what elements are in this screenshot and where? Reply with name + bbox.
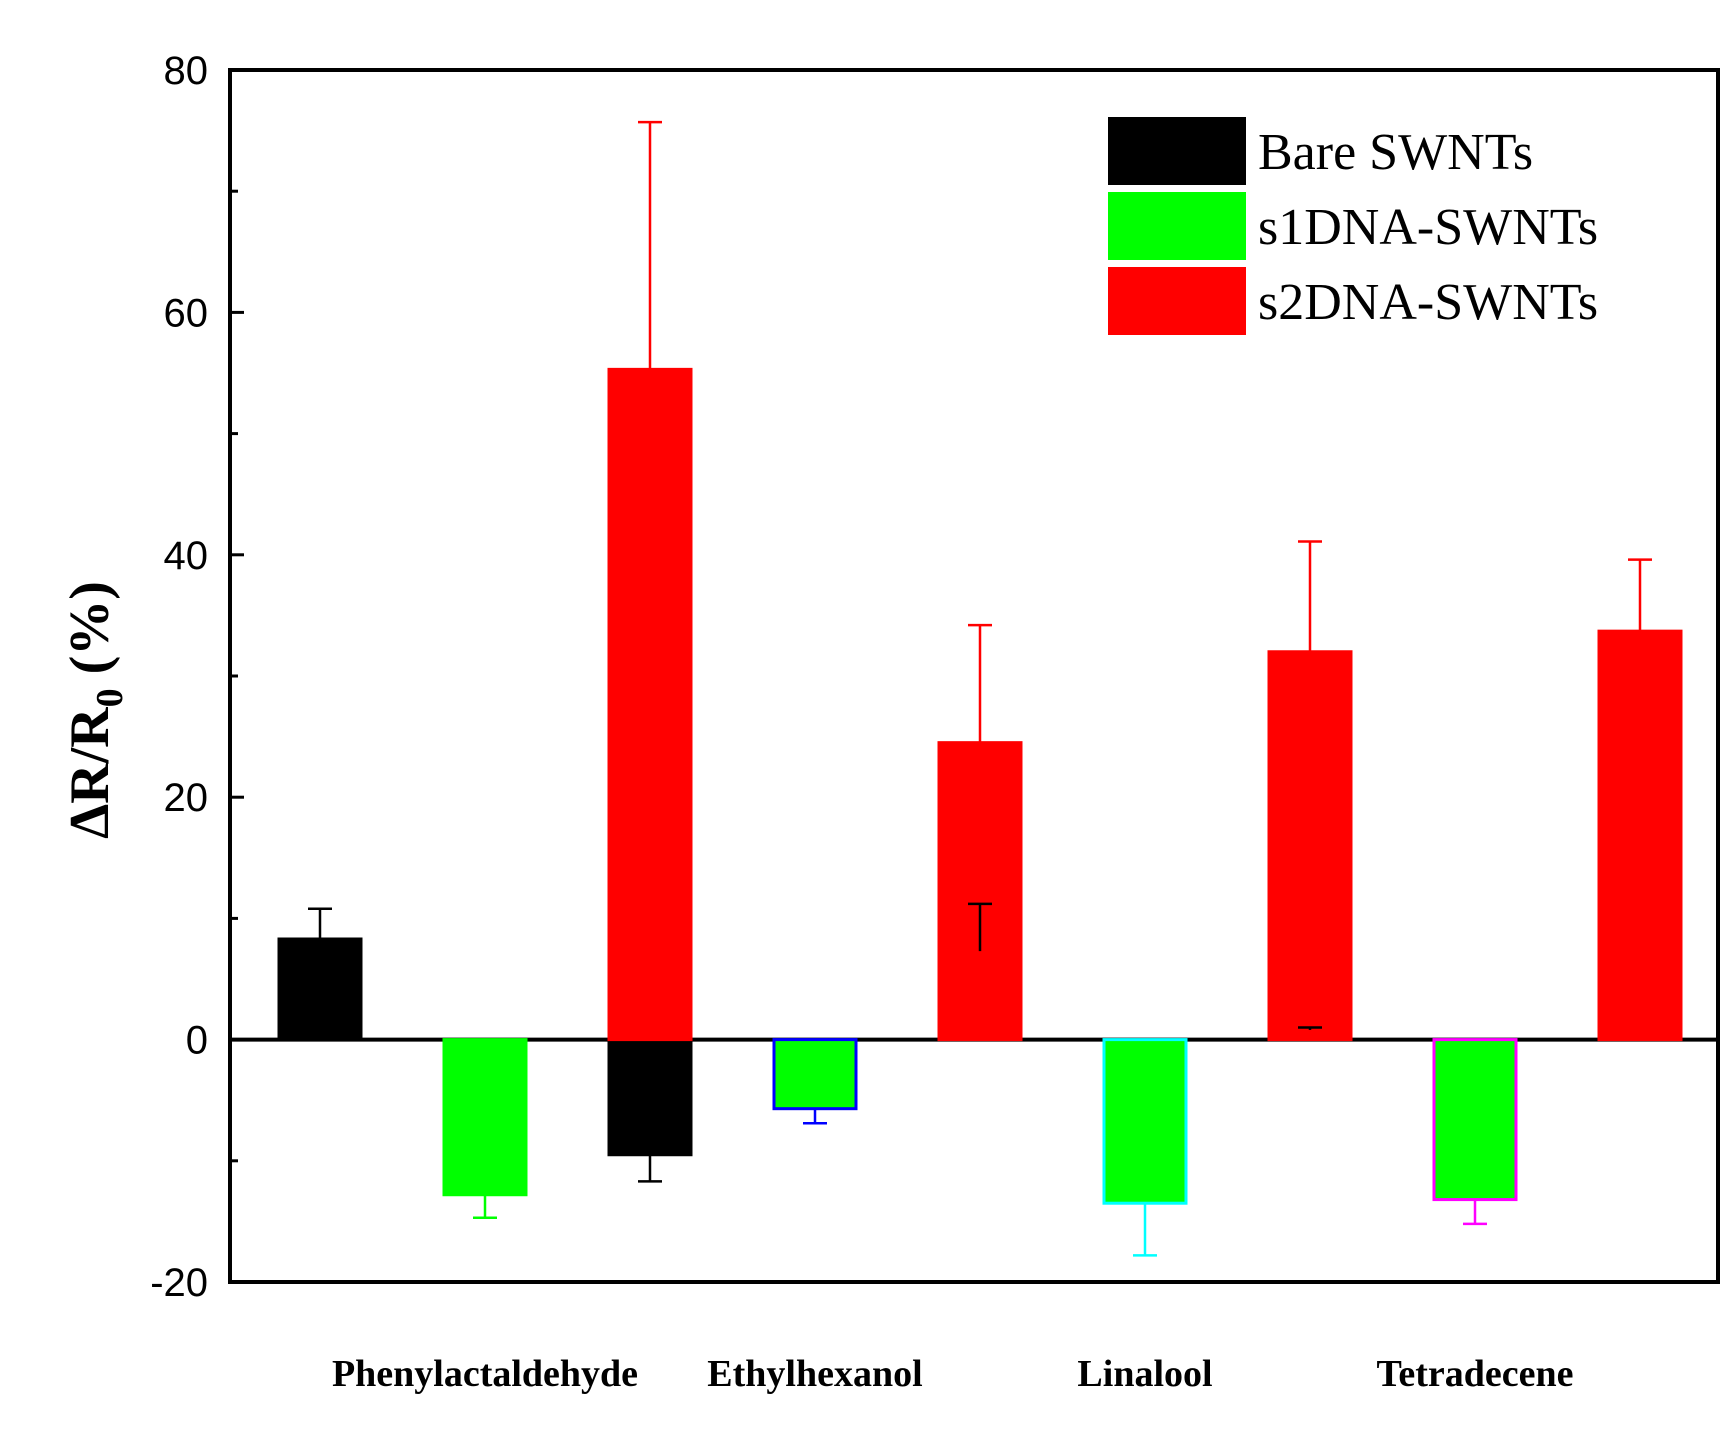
- y-tick-label: 40: [164, 534, 209, 578]
- error-bar-bare-swnts-tetradecene: [1298, 1026, 1322, 1030]
- bar-s1dna-swnts-tetradecene: [1432, 1038, 1518, 1202]
- bars-layer: [277, 367, 1683, 1205]
- bar-s1dna-swnts-linalool: [1102, 1038, 1188, 1205]
- legend-label: s2DNA-SWNTs: [1258, 274, 1598, 331]
- legend-label: Bare SWNTs: [1258, 124, 1533, 181]
- y-tick-label: 20: [164, 776, 209, 820]
- legend-entry: Bare SWNTs: [1108, 117, 1533, 185]
- error-bar-s1dna-swnts-phenylactaldehyde: [473, 1194, 497, 1220]
- bar-s2dna-swnts-phenylactaldehyde: [607, 367, 693, 1042]
- legend-swatch: [1108, 267, 1246, 335]
- x-category-label: Ethylhexanol: [707, 1353, 922, 1395]
- legend-entry: s1DNA-SWNTs: [1108, 192, 1598, 260]
- bar-bare-swnts-phenylactaldehyde: [277, 937, 363, 1042]
- y-axis-label-suffix: (%): [59, 581, 121, 688]
- y-tick-label: 0: [186, 1019, 208, 1063]
- error-bar-bare-swnts-phenylactaldehyde: [308, 907, 332, 940]
- error-bar-s1dna-swnts-tetradecene: [1463, 1199, 1487, 1226]
- legend: Bare SWNTs s1DNA-SWNTs s2DNA-SWNTs: [1108, 117, 1598, 335]
- error-bar-s2dna-swnts-tetradecene: [1628, 558, 1652, 632]
- error-bar-bare-swnts-ethylhexanol: [638, 1154, 662, 1183]
- y-tick-label: 80: [164, 49, 209, 93]
- y-tick-label: 60: [164, 291, 209, 335]
- x-category-labels: Phenylactaldehyde Ethylhexanol Linalool Tet…: [332, 1353, 1574, 1395]
- bar-s1dna-swnts-ethylhexanol: [772, 1038, 858, 1111]
- error-bar-s2dna-swnts-ethylhexanol: [968, 623, 992, 743]
- legend-label: s1DNA-SWNTs: [1258, 199, 1598, 256]
- error-bar-s1dna-swnts-ethylhexanol: [803, 1108, 827, 1125]
- error-bar-s2dna-swnts-phenylactaldehyde: [638, 120, 662, 370]
- bar-s2dna-swnts-ethylhexanol: [937, 741, 1023, 1042]
- y-tick-label: -20: [150, 1261, 208, 1305]
- x-category-label: Phenylactaldehyde: [332, 1353, 638, 1395]
- error-bar-s2dna-swnts-linalool: [1298, 540, 1322, 652]
- error-bars-layer: [308, 120, 1652, 1257]
- x-category-label: Linalool: [1077, 1353, 1212, 1395]
- y-axis-label: ΔR/R0 (%): [59, 581, 131, 839]
- legend-swatch: [1108, 192, 1246, 260]
- y-axis-label-sub: 0: [89, 688, 131, 707]
- bar-s2dna-swnts-linalool: [1267, 650, 1353, 1042]
- y-axis-label-main: ΔR/R: [59, 707, 121, 839]
- bar-s1dna-swnts-phenylactaldehyde: [442, 1038, 528, 1197]
- bar-s2dna-swnts-tetradecene: [1597, 629, 1683, 1042]
- error-bar-s1dna-swnts-linalool: [1133, 1203, 1157, 1257]
- bar-bare-swnts-ethylhexanol: [607, 1038, 693, 1157]
- x-category-label: Tetradecene: [1377, 1353, 1574, 1395]
- legend-entry: s2DNA-SWNTs: [1108, 267, 1598, 335]
- y-ticks-layer: -20 0 20 40 60 80: [150, 49, 244, 1305]
- error-bar-bare-swnts-linalool: [968, 902, 992, 952]
- legend-swatch: [1108, 117, 1246, 185]
